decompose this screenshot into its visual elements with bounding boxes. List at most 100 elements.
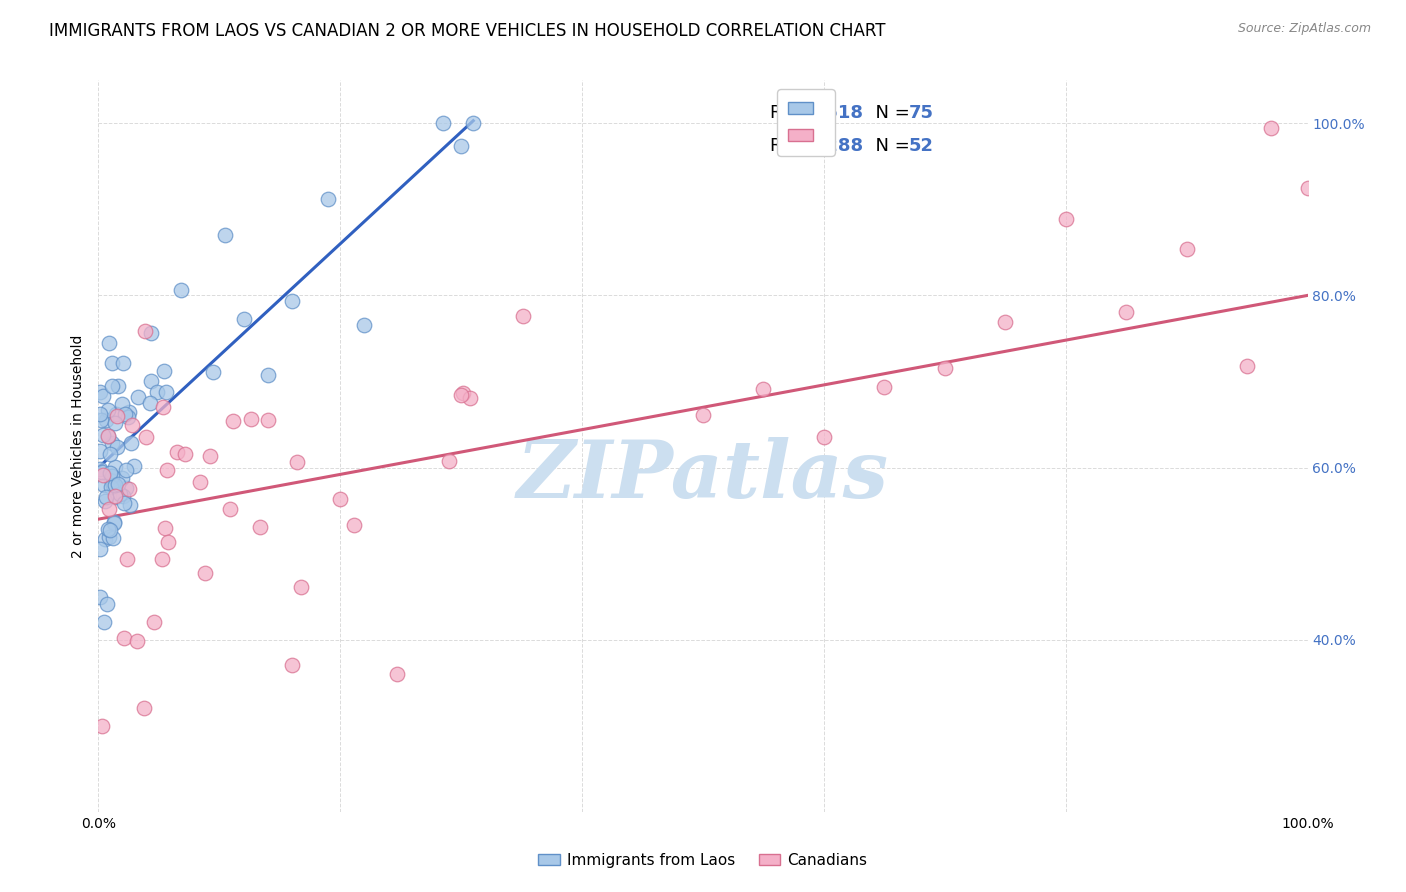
Point (117, 410, 139, 425)
Point (96, 597, 118, 611)
Point (97, 429, 120, 443)
Point (100, 356, 122, 370)
Text: N =: N = (863, 137, 915, 155)
Point (104, 407, 127, 421)
Point (93, 478, 115, 492)
Point (1236, 359, 1258, 374)
Point (343, 518, 366, 533)
Point (89, 385, 111, 400)
Point (155, 521, 177, 535)
Point (94, 533, 117, 547)
Point (121, 417, 143, 432)
Point (94, 413, 117, 427)
Point (93, 615, 115, 630)
Point (100, 481, 122, 495)
Point (104, 489, 127, 503)
Point (107, 476, 129, 491)
Point (90, 465, 112, 479)
Point (100, 473, 122, 487)
Point (107, 379, 129, 393)
Point (97, 403, 120, 417)
Text: ZIPatlas: ZIPatlas (517, 436, 889, 514)
Point (1115, 305, 1137, 319)
Point (112, 489, 135, 503)
Text: R =: R = (769, 137, 808, 155)
Point (135, 430, 157, 444)
Point (97, 522, 120, 536)
Point (463, 116, 485, 130)
Point (458, 392, 481, 406)
Point (89, 461, 111, 475)
Point (118, 482, 141, 496)
Point (98, 502, 121, 516)
Point (89, 590, 111, 604)
Point (1296, 181, 1319, 195)
Point (232, 311, 254, 326)
Text: N =: N = (863, 104, 915, 122)
Point (450, 139, 472, 153)
Point (142, 615, 165, 630)
Point (120, 498, 142, 512)
Point (111, 397, 134, 411)
Point (111, 471, 134, 485)
Point (1260, 120, 1282, 135)
Point (994, 315, 1017, 329)
Point (112, 495, 135, 509)
Point (103, 490, 125, 504)
Point (89, 413, 111, 427)
Point (98, 447, 121, 461)
Point (813, 429, 835, 443)
Point (98, 523, 121, 537)
Point (256, 412, 278, 426)
Point (285, 454, 308, 468)
Point (239, 412, 262, 426)
Point (103, 516, 125, 531)
Point (101, 435, 124, 450)
Point (112, 356, 135, 370)
Point (316, 192, 339, 206)
Point (91, 468, 114, 483)
Point (150, 552, 173, 566)
Point (134, 325, 156, 339)
Point (152, 363, 174, 377)
Point (120, 436, 142, 450)
Point (105, 409, 128, 423)
Point (934, 360, 956, 375)
Point (752, 383, 775, 397)
Point (90, 719, 112, 733)
Point (218, 502, 240, 516)
Point (1175, 242, 1198, 256)
Point (145, 385, 167, 400)
Point (93, 389, 115, 403)
Point (281, 657, 304, 672)
Point (188, 475, 211, 489)
Legend: Immigrants from Laos, Canadians: Immigrants from Laos, Canadians (533, 847, 873, 873)
Point (134, 701, 156, 715)
Point (89, 444, 111, 458)
Point (155, 384, 177, 399)
Point (198, 449, 221, 463)
Point (249, 520, 271, 534)
Point (103, 515, 125, 529)
Point (98, 466, 121, 480)
Point (174, 447, 197, 461)
Point (97, 335, 120, 350)
Point (692, 408, 714, 422)
Text: IMMIGRANTS FROM LAOS VS CANADIAN 2 OR MORE VEHICLES IN HOUSEHOLD CORRELATION CHA: IMMIGRANTS FROM LAOS VS CANADIAN 2 OR MO… (49, 22, 886, 40)
Point (122, 458, 145, 473)
Point (329, 492, 352, 507)
Point (94, 494, 117, 508)
Point (101, 531, 124, 545)
Point (127, 390, 149, 404)
Point (100, 379, 122, 393)
Point (139, 375, 162, 389)
Point (91, 427, 114, 442)
Point (112, 632, 135, 646)
Point (156, 463, 179, 477)
Text: 0.518: 0.518 (806, 104, 863, 122)
Y-axis label: 2 or more Vehicles in Household: 2 or more Vehicles in Household (72, 334, 86, 558)
Point (1054, 211, 1077, 226)
Point (170, 283, 193, 297)
Point (97, 429, 120, 443)
Text: Source: ZipAtlas.com: Source: ZipAtlas.com (1237, 22, 1371, 36)
